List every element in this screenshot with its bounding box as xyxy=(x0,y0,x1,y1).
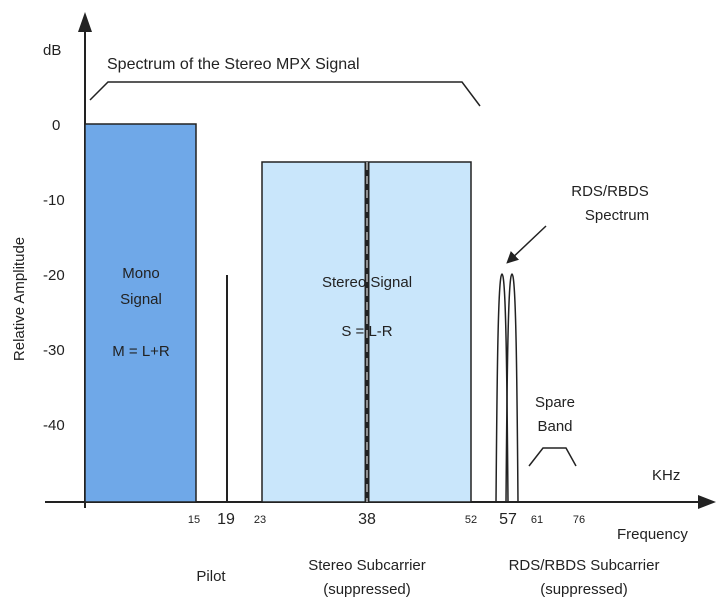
stereo-subcarrier-label-line1: Stereo Subcarrier xyxy=(308,557,426,574)
y-axis-arrow xyxy=(78,12,92,32)
y-tick-label: -40 xyxy=(43,417,65,434)
title-bracket xyxy=(89,81,481,107)
y-tick-label: -10 xyxy=(43,192,65,209)
stereo-formula: S = L-R xyxy=(341,323,392,340)
x-tick-label: 61 xyxy=(531,514,543,526)
x-tick-label: 23 xyxy=(254,514,266,526)
mono-signal-block xyxy=(84,123,197,503)
stereo-subcarrier-label-line2: (suppressed) xyxy=(323,581,411,598)
mono-label-line1: Mono xyxy=(122,265,160,282)
spare-band-label-line1: Spare xyxy=(535,394,575,411)
y-axis-label: Relative Amplitude xyxy=(11,237,28,361)
y-tick-label: -20 xyxy=(43,267,65,284)
x-tick-label: 15 xyxy=(188,514,200,526)
mono-label-line2: Signal xyxy=(120,291,162,308)
y-axis-unit: dB xyxy=(43,42,61,59)
pilot-label: Pilot xyxy=(196,568,226,585)
x-axis-arrow xyxy=(698,495,716,509)
spare-band-shape xyxy=(528,447,577,467)
mono-formula: M = L+R xyxy=(112,343,170,360)
x-axis-unit: KHz xyxy=(652,467,680,484)
x-tick-label: 19 xyxy=(217,511,235,528)
rds-spectrum-label-line1: RDS/RBDS xyxy=(571,183,649,200)
spare-band-label-line2: Band xyxy=(537,418,572,435)
x-tick-label: 52 xyxy=(465,514,477,526)
y-tick-label: -30 xyxy=(43,342,65,359)
rds-spectrum-label-line2: Spectrum xyxy=(585,207,649,224)
rds-lobe-right xyxy=(505,273,519,503)
rds-subcarrier-label-line1: RDS/RBDS Subcarrier xyxy=(509,557,660,574)
stereo-label: Stereo Signal xyxy=(322,274,412,291)
x-axis-label: Frequency xyxy=(617,526,688,543)
rds-spectrum-arrow xyxy=(506,225,547,264)
x-tick-label: 38 xyxy=(358,511,376,528)
rds-subcarrier-label-line2: (suppressed) xyxy=(540,581,628,598)
diagram-title: Spectrum of the Stereo MPX Signal xyxy=(107,56,360,73)
x-tick-label: 76 xyxy=(573,514,585,526)
x-tick-label: 57 xyxy=(499,511,517,528)
y-tick-label: 0 xyxy=(52,117,60,134)
